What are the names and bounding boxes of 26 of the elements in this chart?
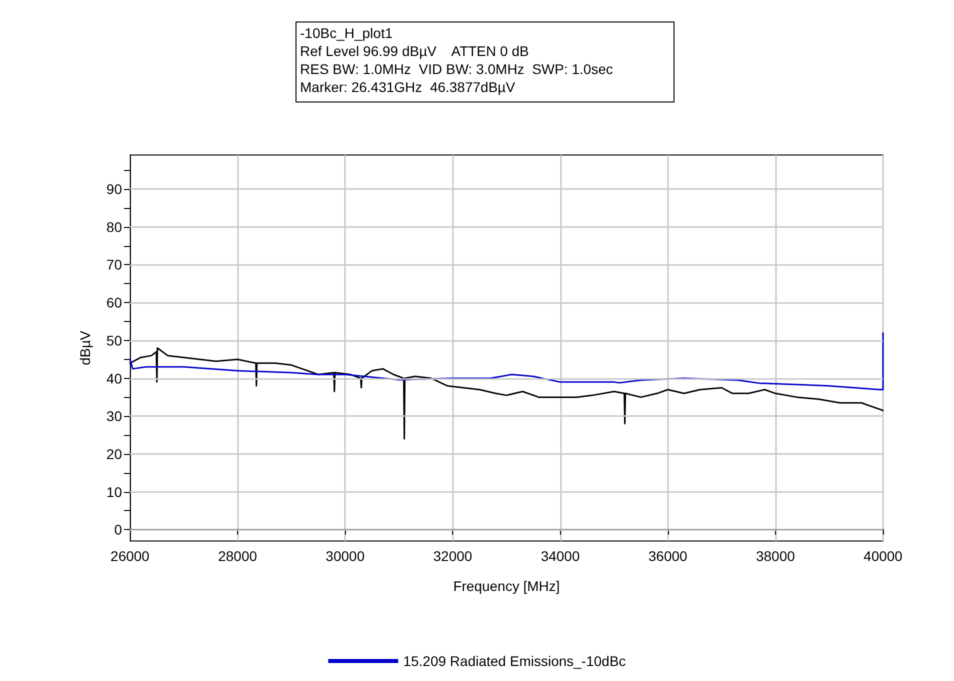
x-axis-title: Frequency [MHz] bbox=[453, 578, 560, 594]
x-tick-label: 34000 bbox=[540, 548, 580, 564]
y-tick-label: 0 bbox=[114, 522, 122, 538]
x-tick-label: 40000 bbox=[864, 548, 903, 564]
text: Marker: 26.431GHz 46.3877dBµV bbox=[300, 79, 516, 95]
y-tick-label: 70 bbox=[106, 256, 122, 273]
y-tick-label: 30 bbox=[106, 408, 122, 424]
x-tick-label: 28000 bbox=[218, 548, 258, 564]
text: RES BW: 1.0MHz VID BW: 3.0MHz SWP: 1.0sec bbox=[300, 61, 614, 77]
x-tick-label: 26000 bbox=[110, 548, 150, 564]
x-tick-label: 36000 bbox=[648, 548, 688, 564]
line-series bbox=[129, 332, 884, 390]
text: Ref Level 96.99 dBµV ATTEN 0 dB bbox=[300, 43, 529, 59]
legend-label: 15.209 Radiated Emissions_-10dBc bbox=[403, 653, 626, 669]
x-tick-label: 32000 bbox=[433, 548, 472, 564]
y-tick-label: 50 bbox=[106, 332, 122, 348]
x-tick-label: 30000 bbox=[326, 548, 365, 564]
y-axis-title: dBµV bbox=[77, 330, 93, 366]
y-tick-label: 10 bbox=[106, 484, 122, 500]
chart-title: -10Bc_H_plot1 bbox=[300, 25, 393, 41]
y-tick-label: 80 bbox=[106, 218, 122, 235]
y-tick-label: 40 bbox=[106, 370, 122, 386]
y-tick-label: 60 bbox=[106, 294, 122, 311]
y-tick-label: 20 bbox=[106, 446, 122, 462]
x-tick-label: 38000 bbox=[756, 548, 796, 564]
y-tick-label: 90 bbox=[106, 181, 122, 198]
